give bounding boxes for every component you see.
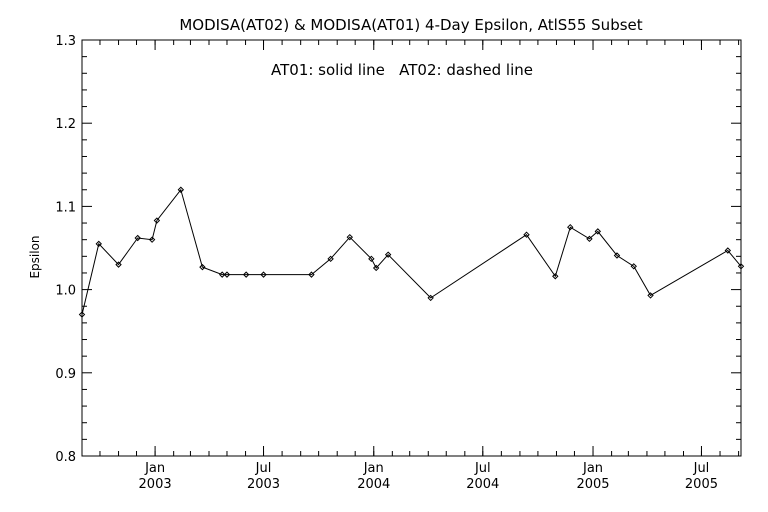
y-axis: 0.8 0.9 1.0 1.1 1.2 1.3 bbox=[55, 34, 741, 465]
data-point bbox=[148, 236, 156, 243]
y-tick-label: 1.0 bbox=[55, 284, 76, 299]
data-point bbox=[308, 271, 315, 278]
x-tick-year: 2003 bbox=[247, 477, 280, 492]
data-point bbox=[552, 273, 559, 280]
data-point bbox=[346, 233, 354, 241]
x-tick-month: Jul bbox=[693, 461, 710, 476]
x-tick-year: 2005 bbox=[576, 477, 609, 492]
y-tick-label: 1.3 bbox=[55, 34, 76, 49]
chart-title: MODISA(AT02) & MODISA(AT01) 4-Day Epsilo… bbox=[179, 16, 642, 34]
data-point bbox=[368, 255, 375, 263]
data-point bbox=[613, 252, 621, 259]
data-point bbox=[427, 294, 434, 302]
data-point bbox=[95, 240, 102, 248]
data-point bbox=[630, 263, 637, 270]
data-point bbox=[134, 234, 141, 242]
y-tick-label: 0.8 bbox=[55, 450, 76, 465]
chart-subtitle: AT01: solid line AT02: dashed line bbox=[271, 61, 533, 79]
data-point bbox=[78, 311, 86, 318]
data-point bbox=[737, 263, 745, 270]
data-point bbox=[372, 264, 380, 272]
data-point bbox=[223, 271, 231, 278]
data-point bbox=[218, 271, 226, 278]
x-tick-month: Jan bbox=[144, 461, 165, 476]
x-tick-year: 2005 bbox=[685, 477, 718, 492]
y-tick-label: 1.2 bbox=[55, 117, 76, 132]
x-tick-month: Jan bbox=[582, 461, 603, 476]
x-tick-year: 2004 bbox=[466, 477, 499, 492]
series-line-at01 bbox=[81, 188, 742, 315]
data-point bbox=[115, 261, 122, 268]
data-point bbox=[177, 186, 185, 193]
data-point bbox=[567, 223, 574, 231]
y-tick-label: 0.9 bbox=[55, 367, 76, 382]
y-axis-label: Epsilon bbox=[28, 235, 42, 278]
data-point bbox=[724, 247, 732, 254]
data-point bbox=[594, 228, 602, 235]
x-tick-month: Jul bbox=[255, 461, 272, 476]
data-point bbox=[260, 271, 267, 278]
data-point bbox=[199, 263, 206, 271]
y-tick-label: 1.1 bbox=[55, 200, 76, 215]
plot-frame bbox=[81, 39, 742, 457]
x-axis: Jan2003Jul2003Jan2004Jul2004Jan2005Jul20… bbox=[81, 40, 740, 492]
data-point bbox=[242, 271, 250, 278]
data-point bbox=[384, 251, 392, 258]
data-point bbox=[523, 231, 530, 238]
data-point bbox=[153, 217, 161, 224]
x-tick-year: 2003 bbox=[139, 477, 172, 492]
x-tick-month: Jul bbox=[474, 461, 491, 476]
x-tick-month: Jan bbox=[363, 461, 384, 476]
data-point bbox=[647, 292, 654, 299]
x-tick-year: 2004 bbox=[357, 477, 390, 492]
data-point bbox=[586, 235, 593, 243]
series-group bbox=[78, 186, 745, 318]
data-point bbox=[327, 255, 334, 263]
